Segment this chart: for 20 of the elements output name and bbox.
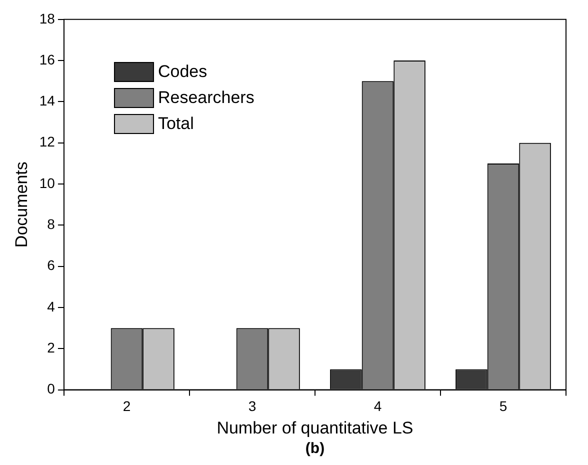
y-tick-label: 8 [47,216,56,232]
legend-label: Researchers [158,87,254,110]
legend-label: Total [158,113,194,136]
x-tick-label: 3 [248,398,256,414]
y-tick-label: 14 [39,92,56,109]
legend-label: Codes [158,61,208,84]
y-tick-label: 16 [39,51,56,68]
x-tick-label: 4 [374,398,382,414]
y-tick-label: 10 [39,174,56,191]
x-axis-title: Number of quantitative LS [216,418,414,438]
y-tick-label: 0 [47,380,56,397]
y-tick-label: 6 [47,257,56,274]
y-tick-label: 2 [47,340,56,356]
y-axis-title: Documents [12,162,31,248]
x-tick-label: 2 [122,398,131,414]
x-tick-label: 5 [499,398,508,414]
y-tick-label: 18 [39,10,56,26]
y-tick-label: 4 [47,298,56,314]
y-tick-label: 12 [39,134,56,150]
text: (b) [305,440,325,457]
